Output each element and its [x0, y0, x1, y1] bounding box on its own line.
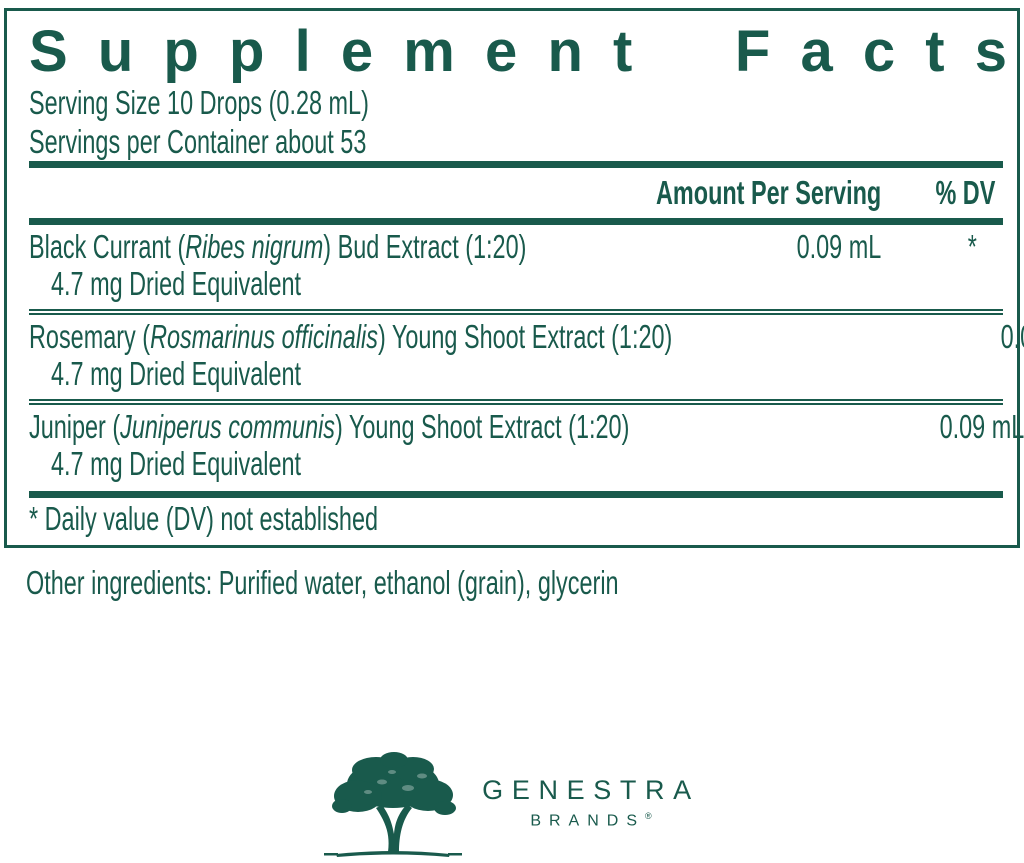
dv-footnote-line: * Daily value (DV) not established — [29, 498, 1003, 540]
tree-icon — [324, 752, 463, 857]
dried-equivalent: 4.7 mg Dried Equivalent — [51, 445, 302, 482]
dried-equivalent: 4.7 mg Dried Equivalent — [51, 265, 302, 302]
serving-size-line: Serving Size 10 Drops (0.28 mL) — [29, 83, 1003, 122]
latin-name: Ribes nigrum — [185, 228, 324, 265]
divider-top — [29, 161, 1003, 168]
column-header-row: Amount Per Serving % DV — [29, 168, 1003, 218]
ingredient-name-suffix: ) Young Shoot Extract (1:20) — [335, 408, 630, 445]
other-ingredients-line: Other ingredients: Purified water, ethan… — [26, 564, 1024, 602]
latin-name: Juniperus communis — [120, 408, 336, 445]
brand-subname: BRANDS — [530, 812, 646, 830]
ingredient-row: Rosemary (Rosmarinus officinalis) Young … — [29, 315, 1024, 399]
ingredient-name: Juniper ( — [29, 408, 121, 445]
serving-size-text: Serving Size 10 Drops (0.28 mL) — [29, 84, 369, 121]
servings-per-container-line: Servings per Container about 53 — [29, 122, 1003, 161]
panel-title: Supplement Facts — [29, 19, 1024, 84]
ingredient-name-suffix: ) Young Shoot Extract (1:20) — [377, 318, 673, 355]
dv-header-cell: % DV — [881, 174, 1003, 212]
divider-footnote — [29, 491, 1003, 498]
row-divider — [29, 399, 1003, 405]
ingredient-name-suffix: ) Bud Extract (1:20) — [323, 228, 527, 265]
brand-logo: GENESTRA BRANDS® — [0, 748, 1024, 860]
divider-header — [29, 218, 1003, 225]
dv-value: * — [967, 228, 977, 265]
brand-text-block: GENESTRA BRANDS® — [482, 775, 700, 832]
dried-equivalent: 4.7 mg Dried Equivalent — [51, 355, 302, 392]
ingredient-row: Black Currant (Ribes nigrum) Bud Extract… — [29, 225, 1003, 309]
row-divider — [29, 309, 1003, 315]
dv-footnote: * Daily value (DV) not established — [29, 500, 379, 537]
amount-value: 0.09 mL — [796, 228, 881, 265]
amount-per-serving-header: Amount Per Serving — [655, 174, 881, 211]
supplement-facts-panel: Supplement Facts Serving Size 10 Drops (… — [4, 8, 1024, 548]
amount-cell: 0.09 mL — [935, 318, 1024, 356]
amount-cell: 0.09 mL — [731, 228, 881, 266]
ingredient-row: Juniper (Juniperus communis) Young Shoot… — [29, 405, 1024, 489]
brand-name: GENESTRA — [482, 775, 700, 806]
amount-value: 0.09 mL — [939, 408, 1024, 445]
latin-name: Rosmarinus officinalis — [150, 318, 378, 355]
registered-trademark-mark: ® — [645, 811, 652, 822]
amount-cell: 0.09 mL — [875, 408, 1024, 446]
servings-per-container-text: Servings per Container about 53 — [29, 123, 367, 160]
ingredient-name-cell: Juniper (Juniperus communis) Young Shoot… — [29, 408, 875, 482]
brand-subname-line: BRANDS® — [482, 805, 700, 832]
dv-cell: * — [881, 228, 1003, 266]
ingredient-name: Black Currant ( — [29, 228, 186, 265]
other-ingredients: Other ingredients: Purified water, ethan… — [26, 564, 619, 601]
ingredient-name-cell: Rosemary (Rosmarinus officinalis) Young … — [29, 318, 935, 392]
amount-value: 0.09 mL — [1000, 318, 1024, 355]
ingredient-name: Rosemary ( — [29, 318, 151, 355]
ingredient-name-cell: Black Currant (Ribes nigrum) Bud Extract… — [29, 228, 731, 302]
dv-header: % DV — [935, 174, 995, 211]
